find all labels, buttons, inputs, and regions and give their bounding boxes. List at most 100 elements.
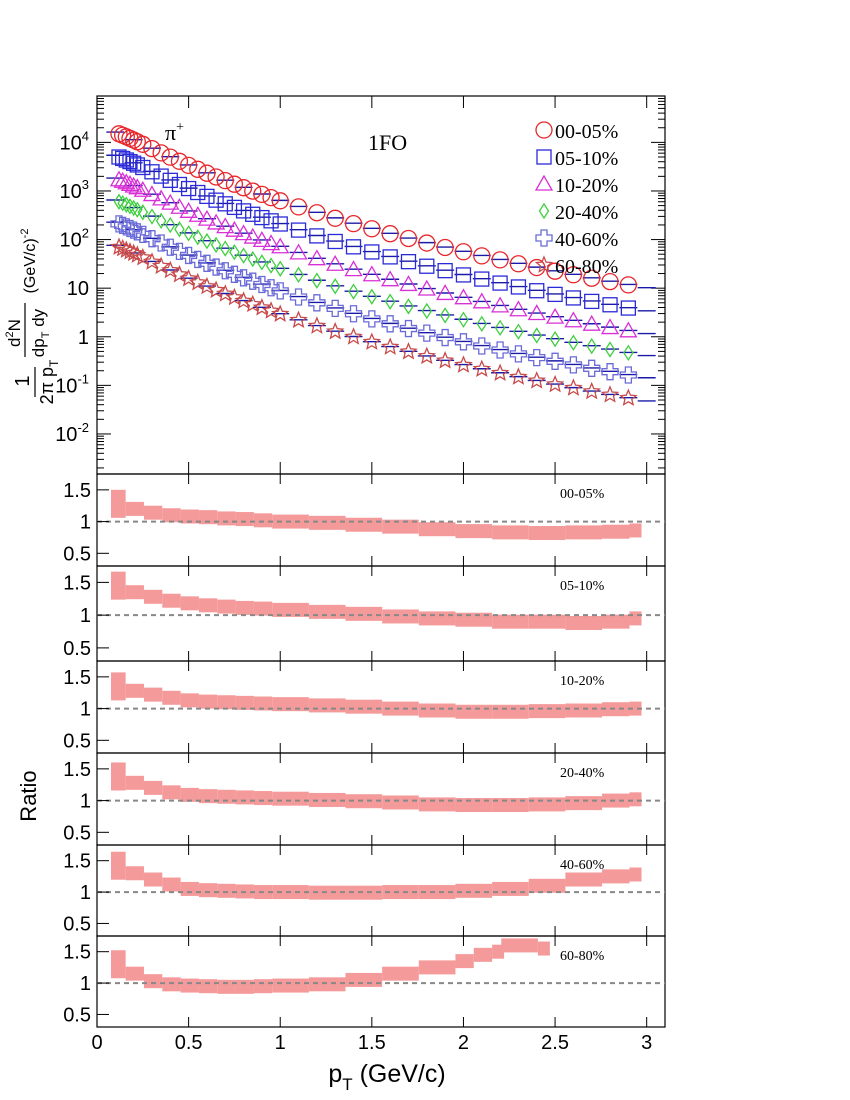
ratio-panel-label: 60-80% (560, 949, 605, 964)
data-point (509, 345, 528, 363)
ratio-band (565, 796, 603, 811)
data-point (261, 234, 281, 251)
data-point (362, 265, 381, 282)
data-point (344, 260, 363, 277)
ratio-band (125, 966, 144, 981)
data-point (473, 337, 491, 355)
ratio-band (473, 947, 493, 962)
data-point (124, 198, 136, 215)
data-point (252, 297, 272, 316)
y-tick-label: 103 (60, 177, 89, 203)
data-point (206, 213, 226, 230)
data-point (243, 294, 263, 313)
data-point (152, 144, 170, 162)
data-point (454, 355, 473, 373)
data-point (619, 276, 638, 294)
ratio-band (455, 954, 474, 969)
data-point (226, 199, 243, 216)
ratio-band (565, 872, 603, 887)
data-point (600, 318, 620, 335)
ratio-band (455, 883, 493, 898)
data-point (531, 327, 543, 344)
data-point (528, 258, 546, 277)
data-point (307, 316, 327, 334)
data-point (436, 238, 454, 257)
data-point (492, 275, 508, 291)
data-point (179, 202, 198, 218)
data-point (362, 332, 381, 350)
data-point (254, 209, 270, 226)
particle-label: π+ (165, 120, 184, 145)
ratio-band (565, 525, 603, 540)
data-point (329, 278, 341, 295)
y-tick-label: 102 (60, 226, 89, 252)
ratio-panel-label: 20-40% (560, 766, 605, 781)
data-point (619, 388, 638, 406)
data-point (234, 269, 253, 287)
data-point (124, 131, 143, 149)
data-point (417, 279, 436, 296)
ratio-band (110, 762, 126, 791)
data-point (262, 188, 280, 207)
ratio-band (217, 979, 236, 994)
data-point (535, 121, 553, 139)
data-point (144, 164, 160, 180)
x-tick-label: 0.5 (175, 1032, 203, 1054)
data-point (399, 275, 418, 292)
ratio-band (110, 851, 126, 880)
data-point (490, 363, 510, 381)
x-tick-label: 0 (91, 1032, 102, 1054)
data-point (472, 292, 491, 309)
ratio-band (418, 611, 456, 626)
ratio-band (217, 511, 236, 526)
data-point (600, 385, 620, 403)
legend-label: 00-05% (555, 121, 618, 143)
ratio-band (629, 523, 642, 538)
x-tick-label: 1 (275, 1032, 286, 1054)
ratio-y-tick-label: 1 (80, 791, 91, 813)
data-point (244, 182, 262, 200)
data-point (568, 334, 579, 351)
ratio-band (143, 872, 163, 887)
data-point (534, 255, 554, 273)
data-point (170, 264, 189, 283)
data-point (309, 228, 325, 244)
series-60-80% (106, 237, 656, 406)
data-point (490, 296, 510, 313)
ratio-band (217, 695, 236, 710)
ratio-y-tick-label: 0.5 (63, 913, 91, 935)
data-point (474, 271, 490, 287)
data-point (244, 272, 262, 290)
x-tick-label: 3 (641, 1032, 652, 1054)
ratio-band (492, 881, 529, 896)
data-point (534, 174, 554, 191)
data-point (439, 307, 451, 324)
data-point (198, 254, 216, 272)
ratio-band (345, 606, 383, 621)
data-point (293, 266, 304, 284)
y-tick-label: 10-2 (55, 420, 89, 446)
data-point (174, 221, 185, 238)
data-point (308, 204, 326, 222)
ratio-band (345, 794, 383, 809)
data-point (183, 225, 194, 242)
ratio-band (198, 883, 218, 898)
data-point (179, 268, 198, 287)
ratio-band (162, 877, 181, 892)
data-point (381, 315, 399, 333)
ratio-band (492, 704, 529, 719)
data-point (289, 243, 308, 260)
data-point (458, 311, 469, 328)
data-point (161, 148, 179, 166)
ratio-band (162, 977, 181, 992)
ratio-band (382, 885, 419, 900)
ratio-band (198, 598, 218, 613)
ratio-band (382, 609, 419, 624)
data-point (564, 311, 583, 328)
data-point (545, 307, 565, 324)
data-point (170, 197, 189, 214)
data-point (381, 270, 400, 287)
ratio-band (382, 701, 419, 716)
ratio-y-tick-label: 1 (80, 882, 91, 904)
